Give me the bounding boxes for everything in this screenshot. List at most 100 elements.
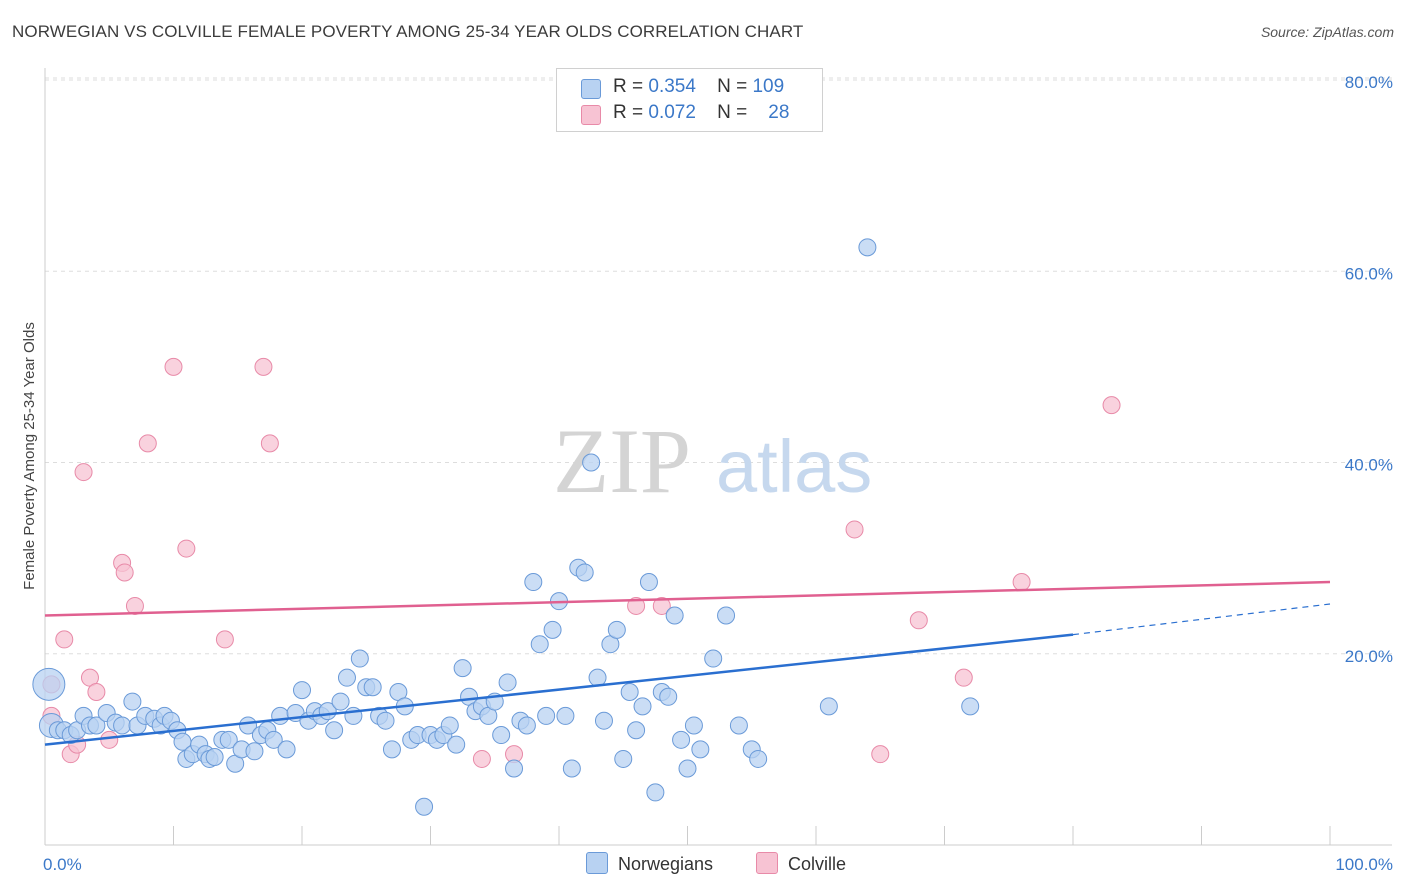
norwegian-trend-line bbox=[44, 633, 1074, 746]
norwegian-point bbox=[562, 759, 581, 778]
norwegian-point bbox=[32, 667, 66, 701]
norwegian-point bbox=[614, 749, 633, 768]
norwegian-point bbox=[691, 740, 710, 759]
norwegian-point bbox=[607, 620, 626, 639]
norwegian-point bbox=[505, 759, 524, 778]
colville-point bbox=[55, 630, 74, 649]
norwegian-point bbox=[376, 711, 395, 730]
colville-point bbox=[74, 463, 93, 482]
colville-point bbox=[472, 749, 491, 768]
colville-point bbox=[87, 683, 106, 701]
source-label: Source: ZipAtlas.com bbox=[1260, 24, 1394, 40]
legend-r-value: 0.354 bbox=[648, 76, 696, 97]
colville-point bbox=[871, 745, 890, 764]
chart-title: NORWEGIAN VS COLVILLE FEMALE POVERTY AMO… bbox=[12, 22, 804, 41]
y-tick-label: 40.0% bbox=[1345, 456, 1393, 475]
norwegian-point bbox=[627, 721, 646, 740]
norwegian-point bbox=[123, 692, 142, 711]
norwegian-point bbox=[337, 668, 356, 687]
norwegian-point bbox=[659, 687, 678, 706]
y-axis-title: Female Poverty Among 25-34 Year Olds bbox=[21, 322, 38, 590]
colville-point bbox=[1012, 573, 1031, 592]
colville-point bbox=[254, 357, 273, 376]
norwegian-point bbox=[87, 716, 106, 735]
norwegian-points bbox=[32, 238, 980, 816]
norwegian-point bbox=[205, 748, 224, 767]
norwegian-point bbox=[665, 606, 684, 625]
norwegian-point bbox=[556, 706, 575, 725]
colville-point bbox=[909, 611, 928, 630]
norwegian-point bbox=[498, 673, 517, 692]
norwegian-point bbox=[440, 716, 459, 735]
norwegian-trend-extension bbox=[1072, 603, 1331, 636]
colville-point bbox=[100, 730, 119, 749]
norwegian-point bbox=[453, 659, 472, 678]
legend-n-label: N = bbox=[717, 76, 748, 97]
norwegian-point bbox=[858, 238, 877, 257]
norwegian-point bbox=[219, 730, 238, 749]
legend-n-value: 109 bbox=[752, 76, 785, 97]
legend-swatch-colville bbox=[581, 105, 601, 125]
x-tick-label: 0.0% bbox=[43, 855, 82, 874]
colville-point bbox=[845, 520, 864, 539]
legend-n-label: N = bbox=[717, 102, 748, 123]
colville-point bbox=[1102, 396, 1121, 415]
norwegian-point bbox=[594, 711, 613, 730]
norwegian-point bbox=[704, 649, 723, 668]
bottom-legend-swatch-colville bbox=[756, 852, 778, 874]
norwegian-point bbox=[293, 681, 311, 700]
colville-point bbox=[954, 668, 973, 687]
norwegian-point bbox=[492, 726, 511, 745]
tick-labels: 20.0% 40.0% 60.0% 80.0% 0.0% 100.0% bbox=[43, 73, 1393, 874]
colville-trend-line bbox=[44, 580, 1331, 617]
norwegian-point bbox=[350, 649, 369, 668]
colville-point bbox=[125, 596, 144, 615]
legend-r-label: R = bbox=[613, 102, 644, 123]
bottom-legend-colville: Colville bbox=[756, 852, 846, 875]
trend-lines bbox=[44, 580, 1331, 746]
legend-n-value: 28 bbox=[768, 102, 790, 123]
colville-point bbox=[215, 630, 234, 649]
y-tick-label: 80.0% bbox=[1345, 73, 1393, 92]
norwegian-point bbox=[245, 742, 264, 761]
norwegian-point bbox=[537, 706, 556, 725]
legend: R = 0.354 N = 109 R = 0.072 N = 28 bbox=[556, 68, 823, 132]
gridlines bbox=[45, 77, 1392, 655]
norwegian-point bbox=[331, 692, 350, 711]
norwegian-point bbox=[582, 453, 601, 472]
norwegian-point bbox=[325, 721, 344, 740]
y-tick-label: 20.0% bbox=[1345, 647, 1393, 666]
norwegian-point bbox=[517, 716, 536, 735]
y-tick-label: 60.0% bbox=[1345, 264, 1393, 283]
norwegian-point bbox=[530, 635, 549, 654]
norwegian-point bbox=[271, 706, 290, 725]
norwegian-point bbox=[646, 783, 665, 802]
norwegian-point bbox=[678, 759, 697, 778]
legend-swatch-norwegians bbox=[581, 79, 601, 99]
norwegian-point bbox=[672, 730, 691, 749]
norwegian-point bbox=[749, 749, 768, 768]
bottom-legend-label-norwegians: Norwegians bbox=[618, 854, 714, 874]
norwegian-point bbox=[575, 563, 594, 582]
norwegian-point bbox=[415, 797, 434, 816]
norwegian-point bbox=[819, 697, 838, 716]
bottom-legend-label-colville: Colville bbox=[788, 854, 847, 874]
norwegian-point bbox=[113, 716, 132, 735]
legend-r-value: 0.072 bbox=[648, 102, 696, 123]
norwegian-point bbox=[543, 620, 562, 639]
colville-point bbox=[177, 539, 196, 558]
norwegian-point bbox=[277, 740, 296, 759]
norwegian-point bbox=[961, 697, 980, 716]
norwegian-point bbox=[684, 716, 703, 735]
colville-point bbox=[627, 596, 646, 615]
watermark-zip: ZIP bbox=[553, 410, 691, 512]
norwegian-point bbox=[633, 697, 652, 716]
norwegian-point bbox=[639, 573, 658, 592]
watermark: ZIP atlas bbox=[553, 410, 872, 512]
norwegian-point bbox=[717, 606, 736, 625]
colville-point bbox=[115, 563, 134, 582]
norwegian-point bbox=[524, 573, 543, 592]
bottom-legend-norwegians: Norwegians bbox=[586, 852, 713, 875]
colville-point bbox=[164, 357, 183, 376]
